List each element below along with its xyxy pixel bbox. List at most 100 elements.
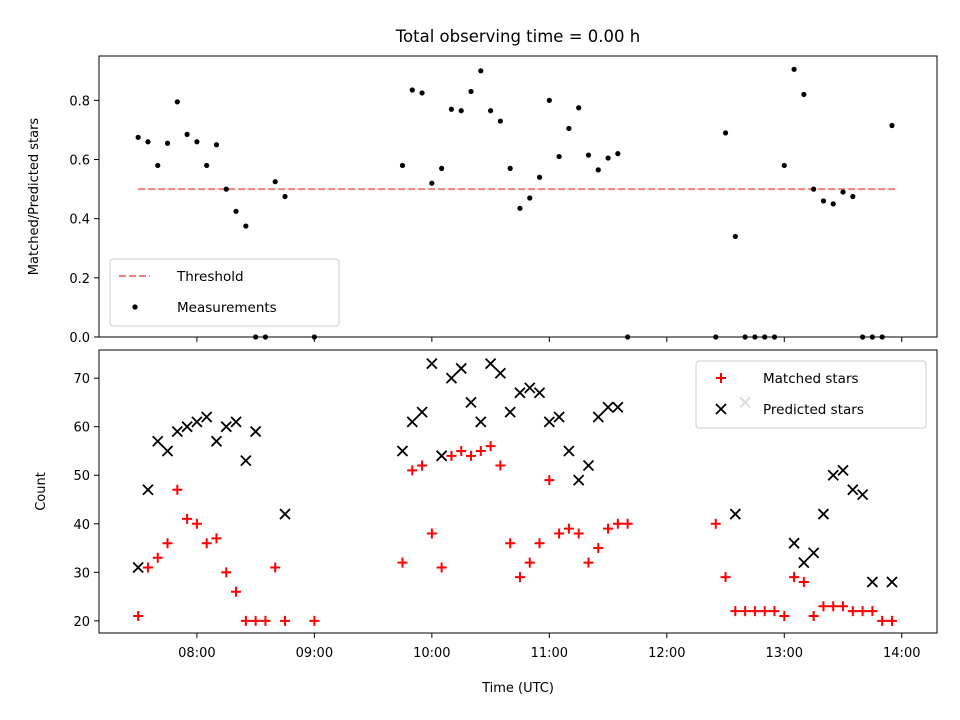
- matched-star-point: [211, 533, 222, 544]
- predicted-star-point: [837, 464, 849, 477]
- matched-star-point: [603, 523, 614, 534]
- measurement-point: [223, 186, 229, 192]
- legend-matched-swatch: [716, 373, 726, 383]
- predicted-star-point: [220, 421, 232, 433]
- measurement-point: [478, 68, 484, 74]
- measurement-point: [791, 66, 797, 72]
- matched-star-point: [534, 538, 545, 549]
- predicted-star-point: [465, 396, 477, 409]
- predicted-star-point: [279, 508, 291, 520]
- matched-star-point: [426, 528, 437, 539]
- measurement-point: [439, 165, 445, 171]
- predicted-star-point: [592, 411, 604, 423]
- measurement-point: [762, 334, 768, 340]
- matched-star-point: [593, 543, 604, 554]
- matched-star-point: [622, 518, 633, 529]
- measurement-point: [576, 105, 582, 111]
- measurement-point: [771, 334, 778, 340]
- matched-star-point: [769, 606, 780, 617]
- legend-box: [695, 360, 927, 429]
- matched-star-point: [554, 528, 565, 539]
- predicted-star-point: [847, 484, 859, 496]
- predicted-star-point: [230, 416, 242, 428]
- measurement-point: [487, 108, 494, 114]
- measurement-point: [811, 186, 817, 192]
- predicted-star-point: [729, 508, 741, 520]
- legend-label: Measurements: [177, 300, 277, 316]
- matched-star-point: [886, 615, 897, 626]
- matched-star-point: [280, 615, 291, 626]
- measurement-point: [419, 90, 425, 96]
- matched-star-point: [779, 611, 790, 622]
- predicted-star-point: [455, 362, 467, 375]
- matched-star-point: [563, 523, 574, 534]
- predicted-star-point: [484, 357, 497, 370]
- legend-predicted-swatch: [715, 403, 727, 415]
- predicted-star-point: [563, 445, 575, 457]
- measurement-point: [527, 195, 533, 201]
- measurement-point: [889, 122, 895, 129]
- predicted-star-point: [827, 469, 839, 481]
- measurement-point: [850, 193, 856, 200]
- predicted-star-point: [171, 425, 183, 438]
- measurement-point: [517, 205, 523, 211]
- x-tick-label: 12:00: [648, 646, 685, 661]
- measurement-point: [497, 118, 503, 124]
- measurement-point: [840, 189, 846, 195]
- matched-star-point: [505, 538, 516, 549]
- predicted-star-point: [886, 576, 898, 588]
- measurement-point: [409, 87, 415, 93]
- matched-star-point: [270, 562, 281, 573]
- measurement-point: [282, 193, 288, 200]
- measurement-point: [213, 142, 220, 148]
- predicted-star-point: [612, 401, 624, 413]
- legend-box: [109, 258, 340, 327]
- matched-star-point: [417, 460, 428, 471]
- predicted-star-point: [181, 421, 193, 433]
- legend: Matched stars Predicted stars: [695, 360, 927, 429]
- y-tick-label: 0.2: [69, 272, 90, 287]
- y-tick-label: 0.0: [69, 331, 90, 346]
- matched-star-point: [524, 557, 535, 568]
- measurement-point: [546, 97, 552, 103]
- predicted-star-point: [249, 425, 262, 438]
- y-axis-label: Matched/Predicted stars: [27, 118, 42, 276]
- predicted-star-point: [798, 556, 810, 569]
- matched-star-point: [710, 518, 721, 529]
- legend-label: Matched stars: [763, 371, 859, 387]
- predicted-star-point: [504, 406, 516, 418]
- x-tick-label: 11:00: [531, 646, 568, 661]
- y-tick-label: 40: [73, 518, 90, 533]
- predicted-star-point: [573, 474, 585, 486]
- measurement-point: [801, 91, 807, 98]
- measurement-point: [879, 334, 885, 340]
- matched-star-point: [828, 601, 839, 612]
- predicted-star-point: [475, 416, 487, 428]
- predicted-star-point: [524, 382, 536, 394]
- matched-star-point: [544, 475, 555, 486]
- matched-star-point: [182, 513, 193, 524]
- measurement-point: [859, 334, 866, 340]
- matched-star-point: [436, 562, 447, 573]
- measurement-point: [566, 125, 572, 132]
- matched-star-point: [730, 606, 741, 617]
- measurement-point: [468, 88, 474, 95]
- measurement-point: [429, 180, 435, 186]
- predicted-star-point: [406, 416, 418, 428]
- ratio-plot: 0.0 0.2 0.4 0.6 0.8 Matched/Predicted stars Th…: [27, 55, 938, 346]
- matched-star-point: [485, 441, 496, 452]
- y-tick-label: 20: [73, 615, 90, 630]
- matched-star-point: [309, 615, 320, 626]
- matched-star-point: [867, 606, 878, 617]
- matched-star-point: [759, 606, 770, 617]
- measurement-point: [204, 162, 210, 169]
- axes-frame: [98, 55, 938, 338]
- predicted-star-point: [808, 547, 820, 559]
- measurement-point: [605, 155, 611, 161]
- measurement-point: [272, 179, 278, 185]
- matched-star-point: [201, 538, 212, 549]
- matched-star-point: [133, 611, 144, 622]
- measurement-point: [556, 153, 562, 160]
- predicted-star-point: [142, 484, 154, 496]
